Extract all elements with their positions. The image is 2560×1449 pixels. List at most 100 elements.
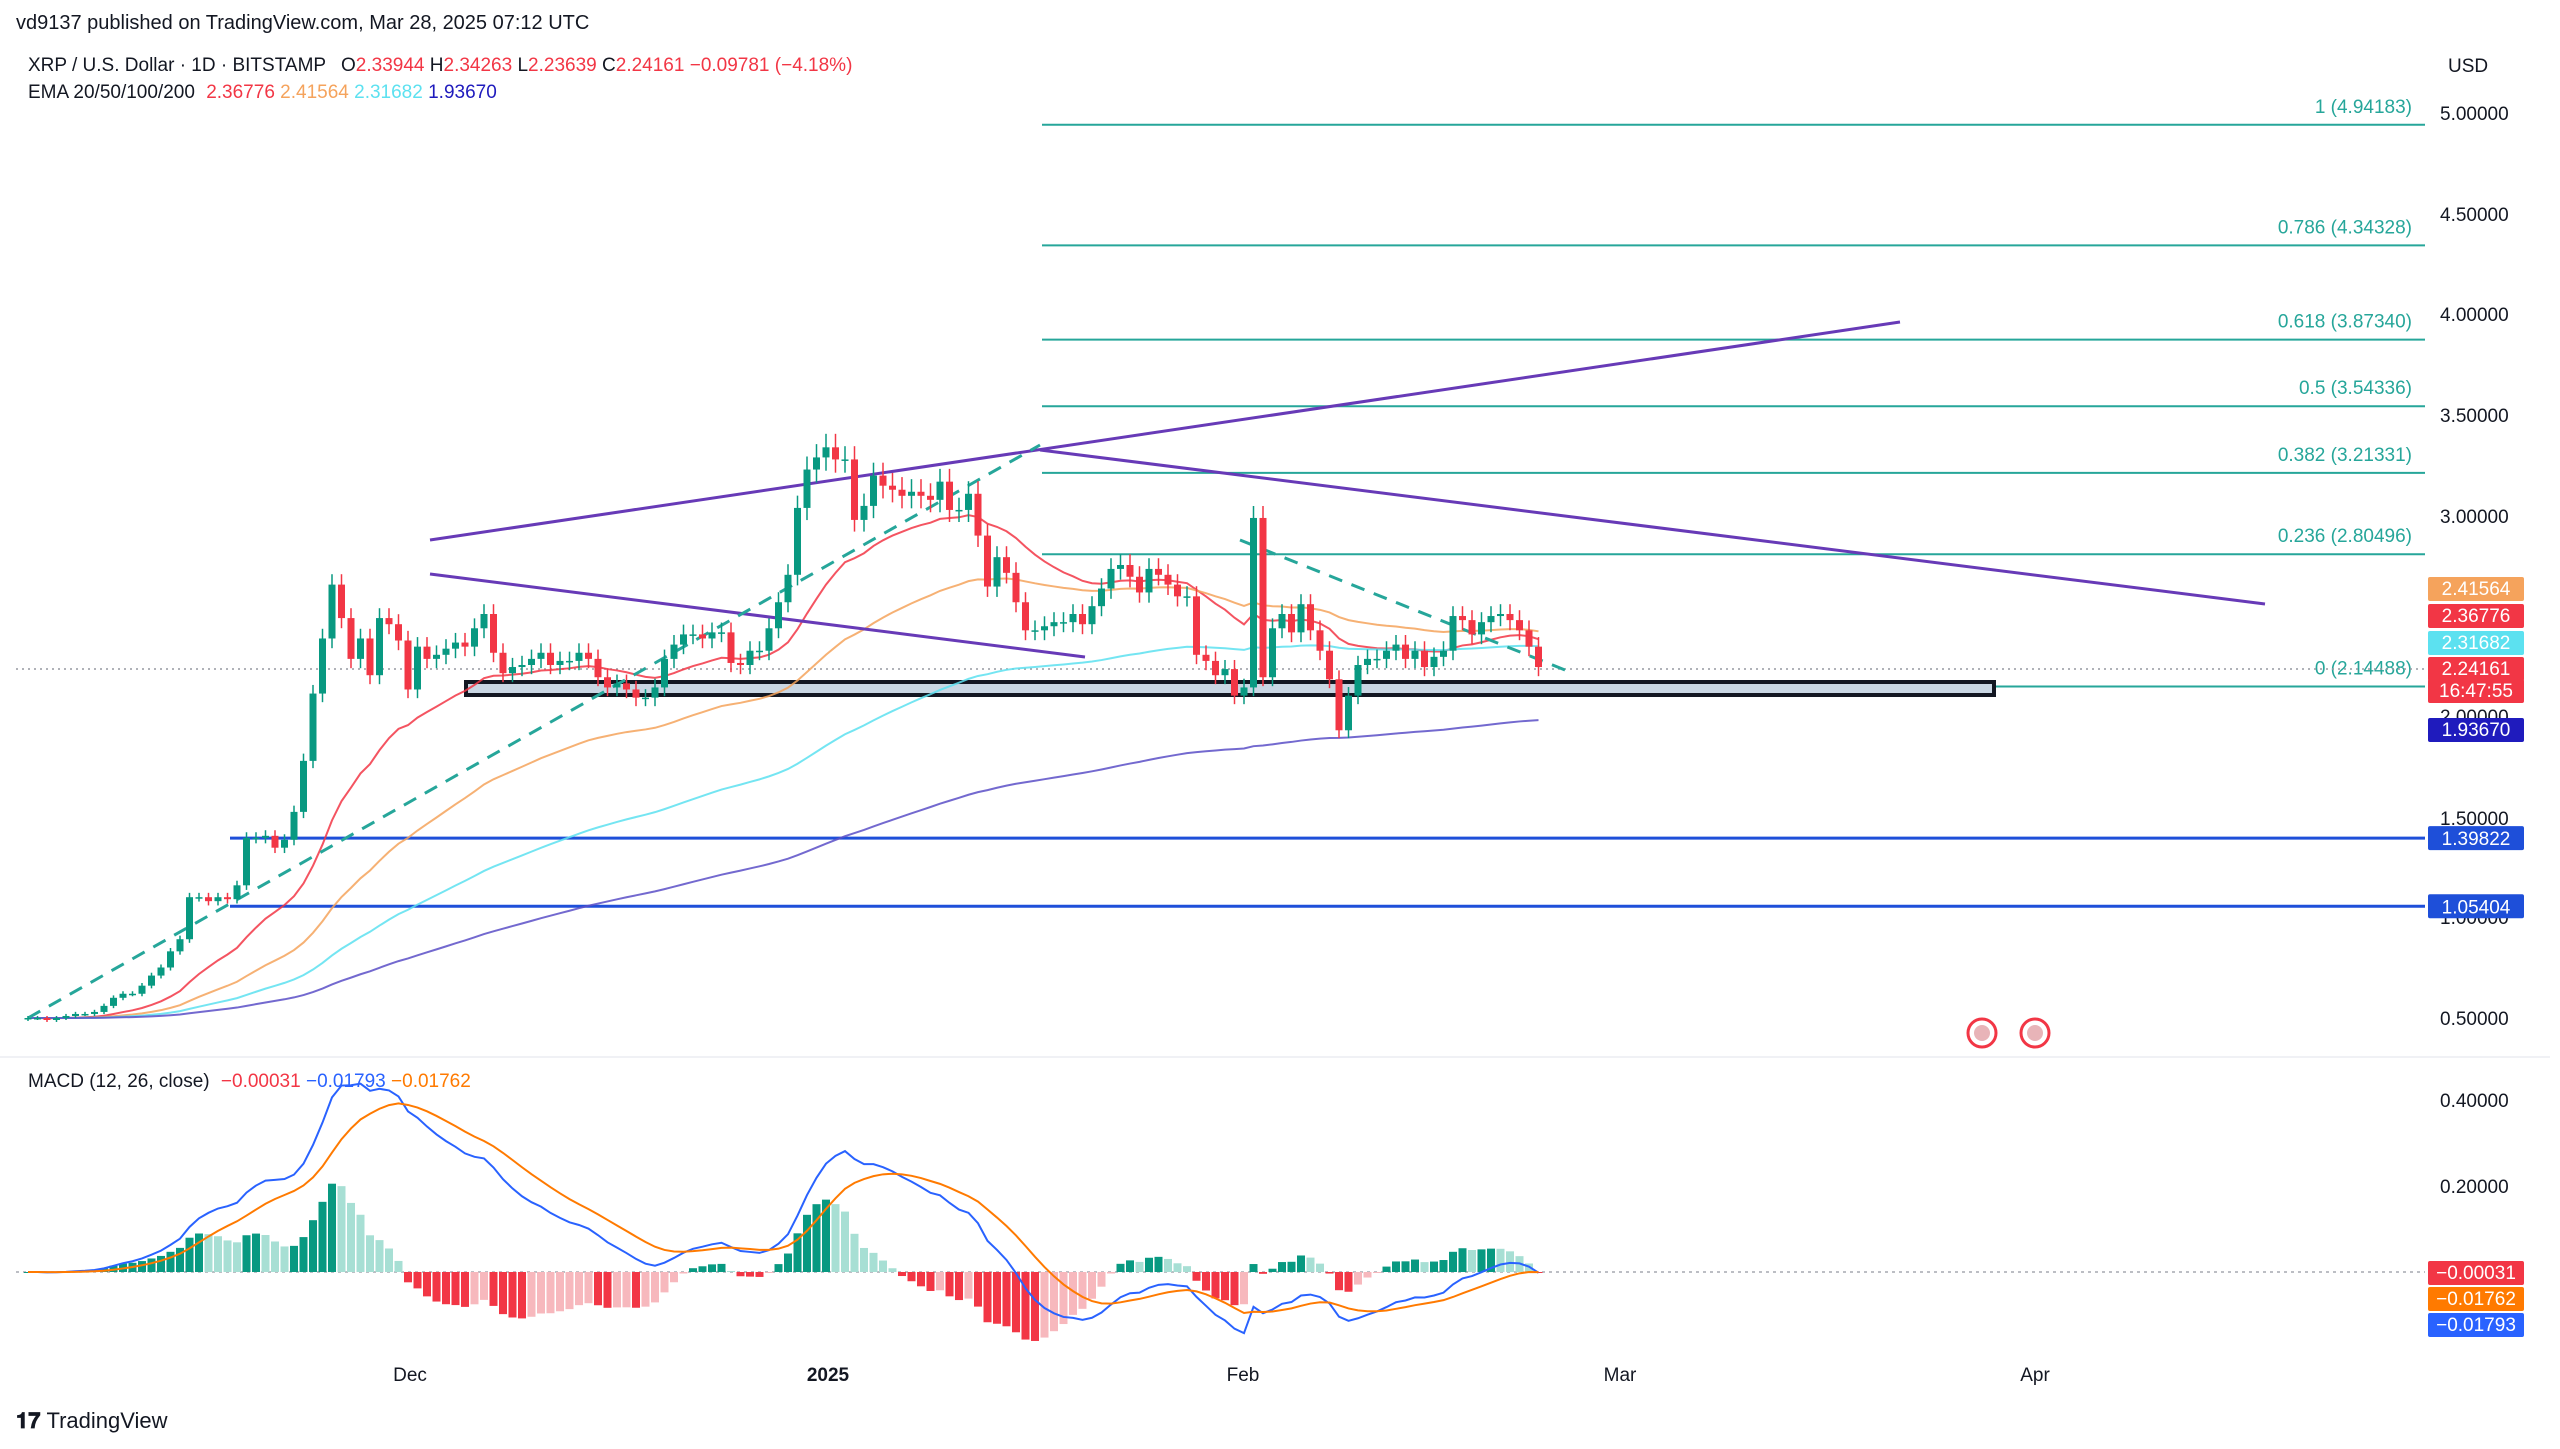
- candle-body: [642, 697, 649, 700]
- macd-histogram-bar: [1088, 1272, 1096, 1299]
- macd-histogram-bar: [1420, 1262, 1429, 1272]
- candle-body: [1003, 557, 1010, 573]
- macd-histogram-bar: [955, 1272, 963, 1301]
- ohlc-o-label: O: [341, 55, 356, 76]
- x-axis-label: Feb: [1227, 1365, 1260, 1386]
- candle-body: [1525, 630, 1533, 647]
- candle-body: [1240, 687, 1248, 696]
- macd-legend[interactable]: MACD (12, 26, close) −0.00031 −0.01793 −…: [28, 1071, 471, 1093]
- macd-histogram-bar: [432, 1272, 441, 1302]
- macd-histogram-bar: [841, 1211, 849, 1272]
- candle-body: [974, 493, 982, 536]
- macd-histogram-bar: [328, 1183, 336, 1272]
- candle-body: [309, 693, 317, 761]
- candle-body: [1136, 576, 1143, 593]
- macd-histogram-bar: [803, 1214, 811, 1272]
- candle-body: [1307, 604, 1314, 631]
- macd-histogram-bar: [1012, 1272, 1020, 1333]
- ema-legend[interactable]: EMA 20/50/100/200 2.36776 2.41564 2.3168…: [28, 82, 497, 104]
- candle-body: [832, 447, 839, 460]
- macd-histogram-bar: [850, 1233, 859, 1272]
- candle-body: [1174, 584, 1181, 597]
- support-zone: [464, 680, 1996, 697]
- publisher-line: vd9137 published on TradingView.com, Mar…: [16, 12, 590, 34]
- candle-body: [1468, 620, 1476, 635]
- macd-histogram-bar: [1506, 1251, 1514, 1272]
- macd-histogram-bar: [252, 1233, 260, 1272]
- candle-body: [1221, 669, 1229, 676]
- fib-label: 0.382 (3.21331): [2278, 445, 2412, 466]
- macd-histogram-bar: [1126, 1260, 1134, 1272]
- macd-histogram-bar: [603, 1272, 612, 1308]
- candle-body: [43, 1018, 51, 1020]
- macd-histogram-bar: [974, 1272, 982, 1307]
- trend-line: [27, 443, 1041, 1020]
- candle-body: [34, 1018, 41, 1020]
- price-tag: [2428, 631, 2524, 655]
- macd-histogram-bar: [233, 1242, 241, 1272]
- macd-histogram-bar: [1363, 1272, 1372, 1278]
- candle-body: [480, 614, 488, 629]
- candle-body: [556, 660, 564, 665]
- symbol-legend[interactable]: XRP / U.S. Dollar · 1D · BITSTAMP O2.339…: [28, 55, 852, 77]
- macd-histogram-bar: [1040, 1272, 1049, 1338]
- candle-body: [1193, 596, 1200, 655]
- candle-body: [1354, 665, 1362, 696]
- symbol-name[interactable]: XRP / U.S. Dollar · 1D · BITSTAMP: [28, 55, 326, 76]
- x-axis-label: 2025: [807, 1365, 850, 1386]
- macd-histogram-bar: [366, 1235, 374, 1272]
- macd-histogram-bar: [594, 1272, 602, 1306]
- candle-body: [651, 687, 659, 698]
- macd-histogram-bar: [1135, 1261, 1144, 1272]
- candle-body: [452, 642, 459, 649]
- macd-histogram-bar: [442, 1272, 450, 1305]
- candle-body: [1440, 650, 1447, 657]
- ema-label[interactable]: EMA 20/50/100/200: [28, 82, 195, 103]
- candle-body: [946, 481, 953, 510]
- candle-body: [1250, 517, 1257, 688]
- candle-body: [423, 646, 431, 659]
- macd-histogram-bar: [1496, 1248, 1505, 1272]
- candle-body: [803, 469, 811, 508]
- macd-histogram-bar: [679, 1272, 688, 1274]
- macd-histogram-bar: [527, 1272, 536, 1317]
- candle-body: [708, 632, 716, 639]
- candle-body: [338, 584, 345, 619]
- macd-histogram-bar: [860, 1247, 868, 1272]
- candle-body: [1231, 669, 1238, 696]
- macd-histogram-bar: [394, 1260, 403, 1272]
- candle-body: [1145, 568, 1153, 593]
- candle-body: [1079, 614, 1086, 625]
- candle-body: [1297, 604, 1305, 633]
- candle-body: [1449, 616, 1457, 651]
- macd-histogram-bar: [1230, 1272, 1239, 1306]
- fib-label: 0.5 (3.54336): [2299, 378, 2412, 399]
- us-flag-event-icon: [2027, 1025, 2043, 1041]
- macd-histogram-bar: [898, 1272, 906, 1277]
- macd-histogram-bar: [1107, 1272, 1115, 1274]
- candle-body: [195, 897, 203, 899]
- macd-hist-value: −0.00031: [220, 1071, 301, 1092]
- macd-label[interactable]: MACD (12, 26, close): [28, 1071, 210, 1092]
- candle-body: [1012, 572, 1020, 603]
- brand-text: TradingView: [46, 1408, 168, 1433]
- macd-histogram-bar: [1116, 1263, 1125, 1272]
- candle-body: [414, 646, 421, 690]
- ema100-line: [28, 644, 1539, 1020]
- macd-tag-label: −0.01793: [2436, 1315, 2516, 1336]
- candle-body: [699, 634, 706, 639]
- candle-body: [1060, 622, 1067, 624]
- macd-histogram-bar: [404, 1272, 412, 1283]
- candle-body: [1402, 644, 1409, 659]
- macd-histogram-bar: [1287, 1261, 1296, 1272]
- candle-body: [670, 644, 678, 659]
- candle-body: [955, 509, 963, 512]
- candle-body: [347, 618, 355, 659]
- macd-histogram-bar: [546, 1272, 555, 1314]
- macd-histogram-bar: [176, 1247, 184, 1272]
- macd-histogram-bar: [1325, 1272, 1334, 1274]
- tradingview-brand[interactable]: 𝟏𝟕 TradingView: [16, 1408, 168, 1434]
- y-tick-label: 0.50000: [2440, 1009, 2509, 1030]
- candle-body: [813, 457, 820, 470]
